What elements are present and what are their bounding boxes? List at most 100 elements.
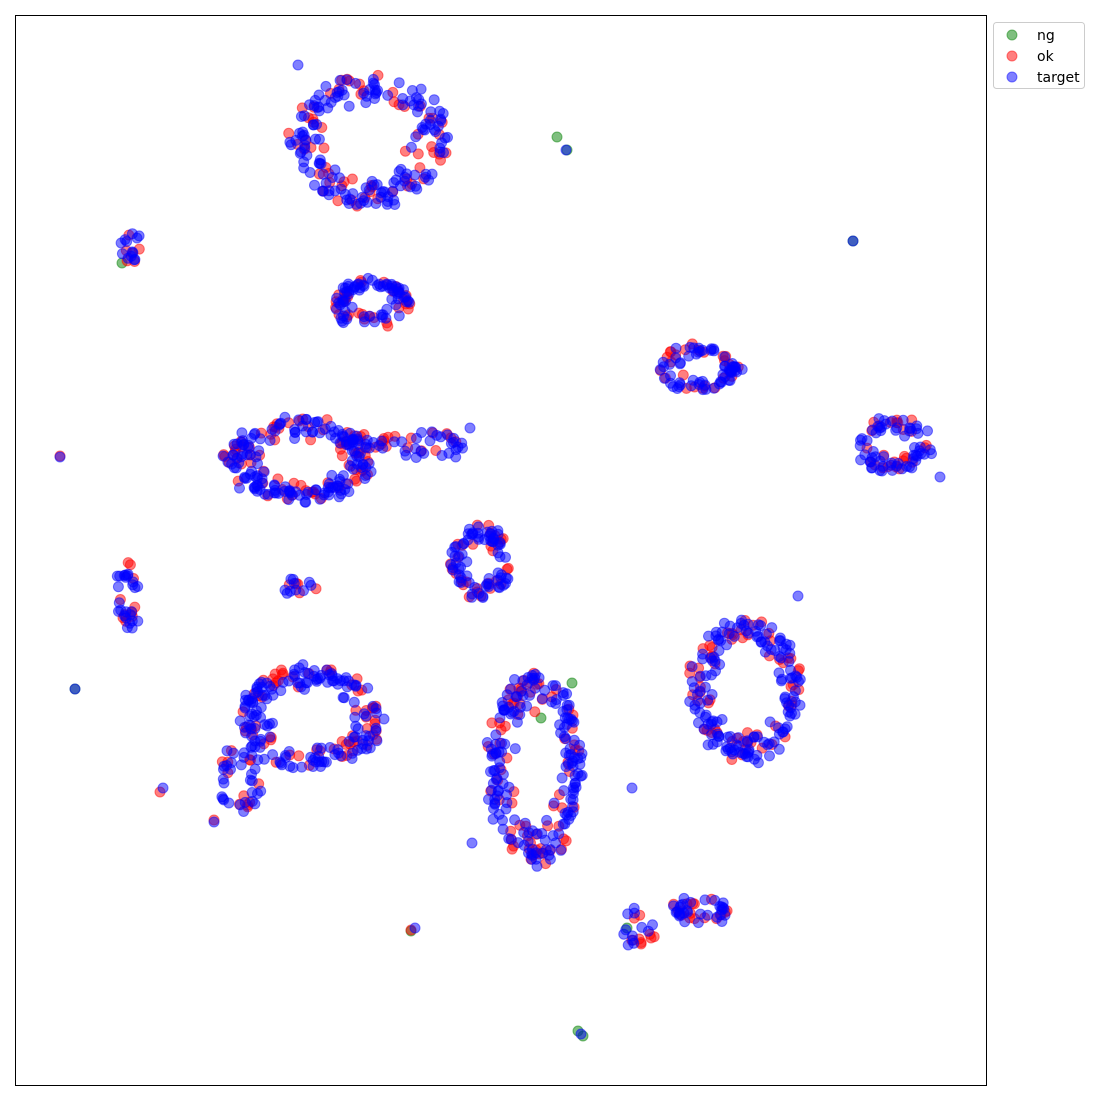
point-target (728, 361, 740, 372)
point-target (362, 272, 374, 284)
point-target (492, 525, 504, 537)
point-target (706, 689, 718, 700)
point-target (558, 785, 570, 797)
point-target (498, 704, 510, 716)
point-target (406, 85, 418, 96)
point-ok (293, 750, 305, 762)
point-target (298, 585, 309, 597)
point-target (241, 472, 252, 484)
point-target (308, 100, 320, 112)
point-target (732, 622, 743, 634)
point-target (531, 828, 543, 840)
point-target (539, 834, 551, 846)
point-target (464, 422, 476, 434)
point-target (424, 114, 436, 126)
point-target (509, 814, 521, 826)
point-target (556, 772, 568, 784)
point-target (569, 777, 581, 789)
point-target (388, 194, 400, 206)
point-target (266, 424, 278, 435)
point-target (431, 429, 443, 441)
point-target (293, 414, 305, 426)
point-target (511, 716, 523, 728)
legend-marker-target (1006, 71, 1018, 83)
point-target (494, 582, 505, 594)
point-target (428, 94, 440, 106)
point-target (335, 750, 347, 762)
legend-marker-ng (1006, 29, 1018, 41)
point-target (237, 439, 249, 451)
point-target (790, 670, 802, 682)
point-target (716, 714, 728, 725)
point-target (264, 435, 276, 446)
point-target (392, 293, 404, 305)
point-target (348, 731, 360, 743)
point-target (370, 87, 382, 99)
point-ok (499, 720, 511, 732)
point-target (897, 414, 909, 426)
legend-item-ng: ng (1006, 28, 1055, 44)
point-target (305, 579, 317, 591)
point-target (517, 675, 529, 687)
point-target (312, 416, 324, 428)
point-target (310, 484, 322, 496)
point-ok (318, 142, 330, 154)
point-target (362, 682, 374, 694)
point-target (360, 97, 372, 109)
point-target (721, 639, 733, 651)
point-target (248, 429, 260, 440)
point-target (245, 696, 257, 708)
point-target (417, 124, 429, 135)
point-target (267, 749, 279, 761)
point-target (481, 578, 493, 590)
point-target (341, 74, 353, 86)
point-ok (124, 559, 136, 571)
point-target (410, 131, 422, 143)
point-target (353, 284, 365, 296)
point-target (755, 636, 767, 648)
point-target (283, 485, 295, 497)
point-target (764, 716, 776, 728)
point-target (299, 139, 311, 151)
point-target (337, 692, 349, 703)
point-target (892, 457, 904, 469)
point-target (494, 762, 505, 774)
point-target (289, 426, 301, 438)
point-target (359, 316, 370, 328)
point-target (315, 742, 327, 754)
point-target (346, 753, 358, 764)
point-target (512, 837, 524, 849)
point-target (241, 449, 253, 461)
point-target (297, 130, 308, 142)
point-target (530, 853, 542, 865)
point-target (789, 708, 801, 720)
point-target (298, 156, 310, 168)
point-target (758, 736, 770, 748)
point-target (228, 747, 240, 759)
point-target (485, 743, 497, 755)
point-target (393, 310, 405, 322)
point-target (403, 296, 415, 308)
point-target (311, 118, 323, 130)
point-target (300, 426, 312, 438)
point-target (856, 433, 868, 445)
point-target (773, 667, 785, 679)
point-target (244, 774, 256, 786)
point-target (497, 823, 509, 835)
point-target (568, 734, 580, 746)
point-target (732, 732, 744, 744)
point-ok (412, 148, 424, 160)
point-target (706, 669, 717, 681)
point-target (905, 423, 916, 435)
point-target (453, 576, 465, 588)
point-target (751, 749, 763, 761)
point-target (341, 681, 353, 693)
point-target (922, 425, 933, 437)
point-target (713, 378, 725, 390)
point-target (711, 911, 723, 923)
point-target (719, 351, 731, 363)
point-target (769, 645, 781, 656)
point-target (766, 622, 778, 634)
point-target (748, 731, 760, 743)
point-target (501, 689, 513, 701)
